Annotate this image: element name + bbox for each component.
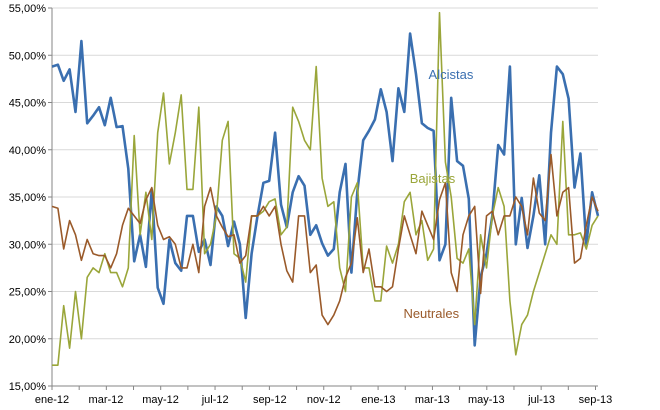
x-tick-label: sep-12 — [253, 394, 287, 406]
y-tick-label: 45,00% — [9, 98, 47, 110]
x-tick-label: ene-13 — [361, 394, 395, 406]
x-tick-label: sep-13 — [579, 394, 613, 406]
series-lines — [51, 11, 600, 367]
series-line-bajistas — [52, 11, 599, 367]
series-label-bajistas: Bajistas — [410, 171, 456, 186]
x-tick-label: jul-13 — [527, 394, 555, 406]
x-tick-label: mar-12 — [89, 394, 124, 406]
x-tick-labels: ene-12 mar-12 may-12 jul-12 sep-12 nov-12 ene-… — [35, 394, 612, 406]
series-labels: Alcistas Bajistas Neutrales — [403, 67, 473, 321]
axes — [48, 7, 598, 390]
y-tick-labels: 15,00% 20,00% 25,00% 30,00% 35,00% 40,00% 45,0… — [9, 3, 47, 393]
y-tick-label: 40,00% — [9, 145, 47, 157]
series-label-neutrales: Neutrales — [403, 306, 459, 321]
y-tick-label: 25,00% — [9, 287, 47, 299]
series-line-neutrales — [51, 153, 599, 326]
series-label-alcistas: Alcistas — [429, 67, 474, 82]
y-tick-label: 30,00% — [9, 239, 47, 251]
x-tick-label: may-12 — [142, 394, 179, 406]
y-tick-label: 35,00% — [9, 192, 47, 204]
y-tick-label: 15,00% — [9, 381, 47, 393]
y-tick-label: 55,00% — [9, 3, 47, 15]
series-line-alcistas — [51, 32, 600, 347]
y-tick-label: 50,00% — [9, 50, 47, 62]
x-tick-label: ene-12 — [35, 394, 69, 406]
gridlines — [52, 7, 598, 340]
x-tick-label: nov-12 — [307, 394, 341, 406]
y-tick-label: 20,00% — [9, 334, 47, 346]
x-tick-label: jul-12 — [201, 394, 229, 406]
x-tick-label: mar-13 — [415, 394, 450, 406]
x-tick-label: may-13 — [468, 394, 505, 406]
